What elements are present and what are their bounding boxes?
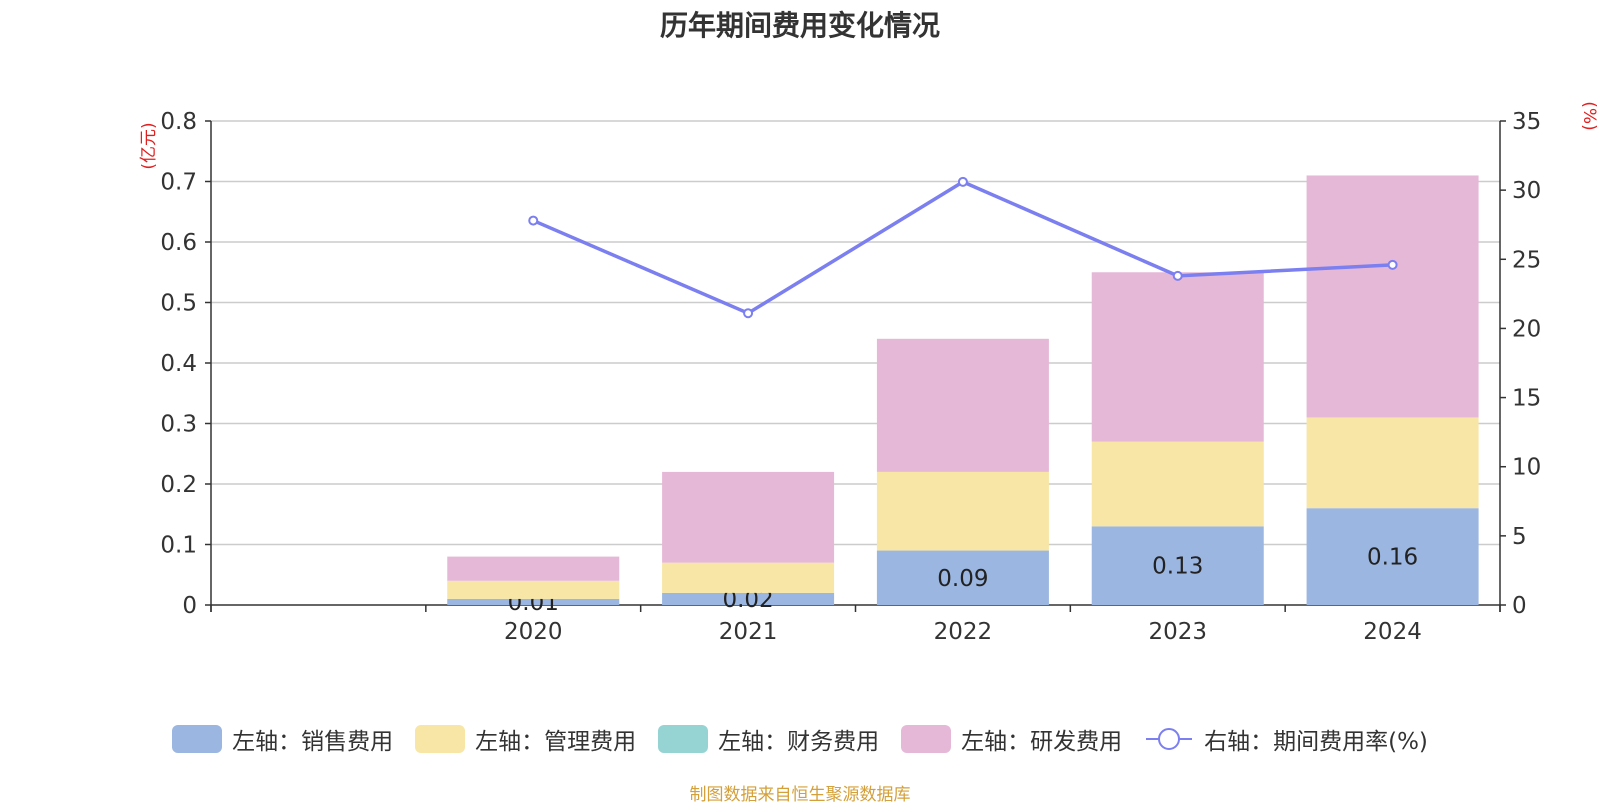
right-tick-label: 20 bbox=[1512, 316, 1541, 342]
left-tick-label: 0.8 bbox=[160, 109, 197, 135]
rate-point bbox=[957, 176, 968, 187]
left-tick-label: 0.4 bbox=[160, 351, 197, 377]
right-tick-label: 10 bbox=[1512, 455, 1541, 481]
bar-segment bbox=[662, 562, 835, 593]
x-tick-label: 2022 bbox=[934, 619, 993, 645]
bar-segment bbox=[662, 592, 835, 605]
legend-swatch-admin bbox=[415, 725, 466, 753]
source-note: 制图数据来自恒生聚源数据库 bbox=[689, 785, 911, 805]
legend-label-rnd: 左轴：研发费用 bbox=[961, 729, 1123, 755]
bar-segment bbox=[1091, 272, 1264, 442]
bar-segment bbox=[1091, 441, 1264, 527]
bar-segment bbox=[662, 471, 835, 563]
rate-point bbox=[528, 215, 539, 226]
bar-segment bbox=[447, 556, 620, 581]
bar-segment bbox=[876, 471, 1049, 551]
left-tick-label: 0.1 bbox=[160, 533, 197, 559]
legend-line-marker-icon bbox=[1146, 728, 1193, 750]
bar-segment bbox=[876, 338, 1049, 472]
left-tick-label: 0.7 bbox=[160, 170, 197, 196]
right-tick-label: 35 bbox=[1512, 109, 1541, 135]
bar-segment bbox=[1306, 175, 1479, 418]
legend-swatch-rnd bbox=[901, 725, 952, 753]
left-tick-label: 0 bbox=[182, 593, 197, 619]
legend-label-admin: 左轴：管理费用 bbox=[475, 729, 637, 755]
legend-swatch-finance bbox=[658, 725, 709, 753]
legend-item-rate[interactable]: 右轴：期间费用率(%) bbox=[1144, 722, 1428, 756]
bar-data-label: 0.09 bbox=[937, 566, 988, 592]
x-tick-label: 2021 bbox=[719, 619, 778, 645]
left-tick-label: 0.6 bbox=[160, 230, 197, 256]
bar-segment bbox=[1091, 526, 1264, 605]
legend-swatch-sales bbox=[172, 725, 223, 753]
legend-label-rate: 右轴：期间费用率(%) bbox=[1204, 729, 1428, 755]
bar-segment bbox=[1306, 417, 1479, 509]
x-tick-label: 2020 bbox=[504, 619, 563, 645]
legend-item-sales[interactable]: 左轴：销售费用 bbox=[172, 722, 393, 756]
right-tick-label: 30 bbox=[1512, 178, 1541, 204]
legend-item-rnd[interactable]: 左轴：研发费用 bbox=[901, 722, 1122, 756]
right-tick-label: 0 bbox=[1512, 593, 1527, 619]
legend-item-admin[interactable]: 左轴：管理费用 bbox=[415, 722, 636, 756]
chart-title: 历年期间费用变化情况 bbox=[659, 9, 940, 42]
x-tick-label: 2023 bbox=[1148, 619, 1207, 645]
right-tick-label: 5 bbox=[1512, 524, 1527, 550]
rate-point bbox=[1387, 259, 1398, 270]
bar-data-label: 0.16 bbox=[1367, 545, 1418, 571]
rate-point bbox=[1172, 270, 1183, 281]
bar-segment bbox=[447, 580, 620, 599]
bar-segment bbox=[876, 550, 1049, 605]
legend-label-finance: 左轴：财务费用 bbox=[718, 729, 880, 755]
rate-point bbox=[743, 308, 754, 319]
bar-segment bbox=[1306, 508, 1479, 605]
legend-item-finance[interactable]: 左轴：财务费用 bbox=[658, 722, 879, 756]
legend: 左轴：销售费用 左轴：管理费用 左轴：财务费用 左轴：研发费用 右轴：期间费用率… bbox=[0, 722, 1600, 756]
bar-data-label: 0.13 bbox=[1152, 554, 1203, 580]
legend-label-sales: 左轴：销售费用 bbox=[232, 729, 394, 755]
left-axis-unit: (亿元) bbox=[139, 122, 159, 169]
right-tick-label: 15 bbox=[1512, 386, 1541, 412]
left-tick-label: 0.3 bbox=[160, 412, 197, 438]
left-tick-label: 0.5 bbox=[160, 291, 197, 317]
x-tick-label: 2024 bbox=[1363, 619, 1422, 645]
right-axis-unit: (%) bbox=[1579, 101, 1599, 130]
bar-segment bbox=[447, 598, 620, 605]
right-tick-label: 25 bbox=[1512, 247, 1541, 273]
left-tick-label: 0.2 bbox=[160, 472, 197, 498]
